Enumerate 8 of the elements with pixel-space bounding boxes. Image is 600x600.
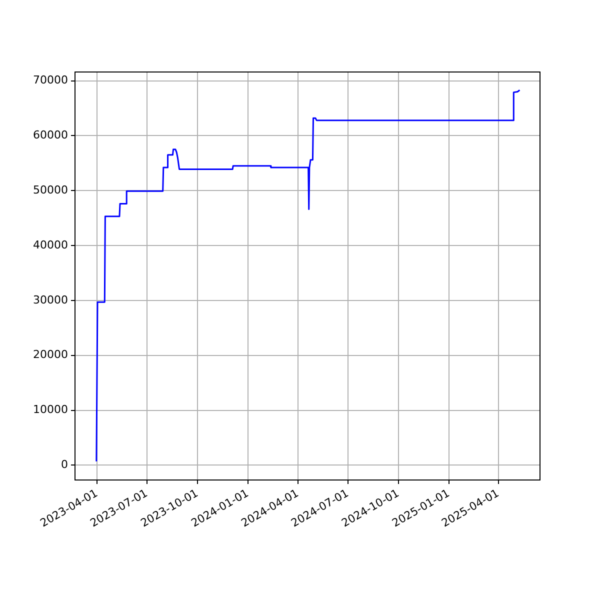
y-tick-label: 40000: [33, 238, 68, 252]
y-tick-label: 30000: [33, 293, 68, 306]
y-tick-label: 10000: [33, 403, 68, 416]
y-tick-label: 60000: [33, 128, 68, 142]
y-tick-label: 0: [61, 458, 68, 472]
y-tick-label: 50000: [33, 183, 68, 196]
y-tick-label: 70000: [33, 74, 68, 87]
y-tick-label: 20000: [33, 348, 68, 362]
